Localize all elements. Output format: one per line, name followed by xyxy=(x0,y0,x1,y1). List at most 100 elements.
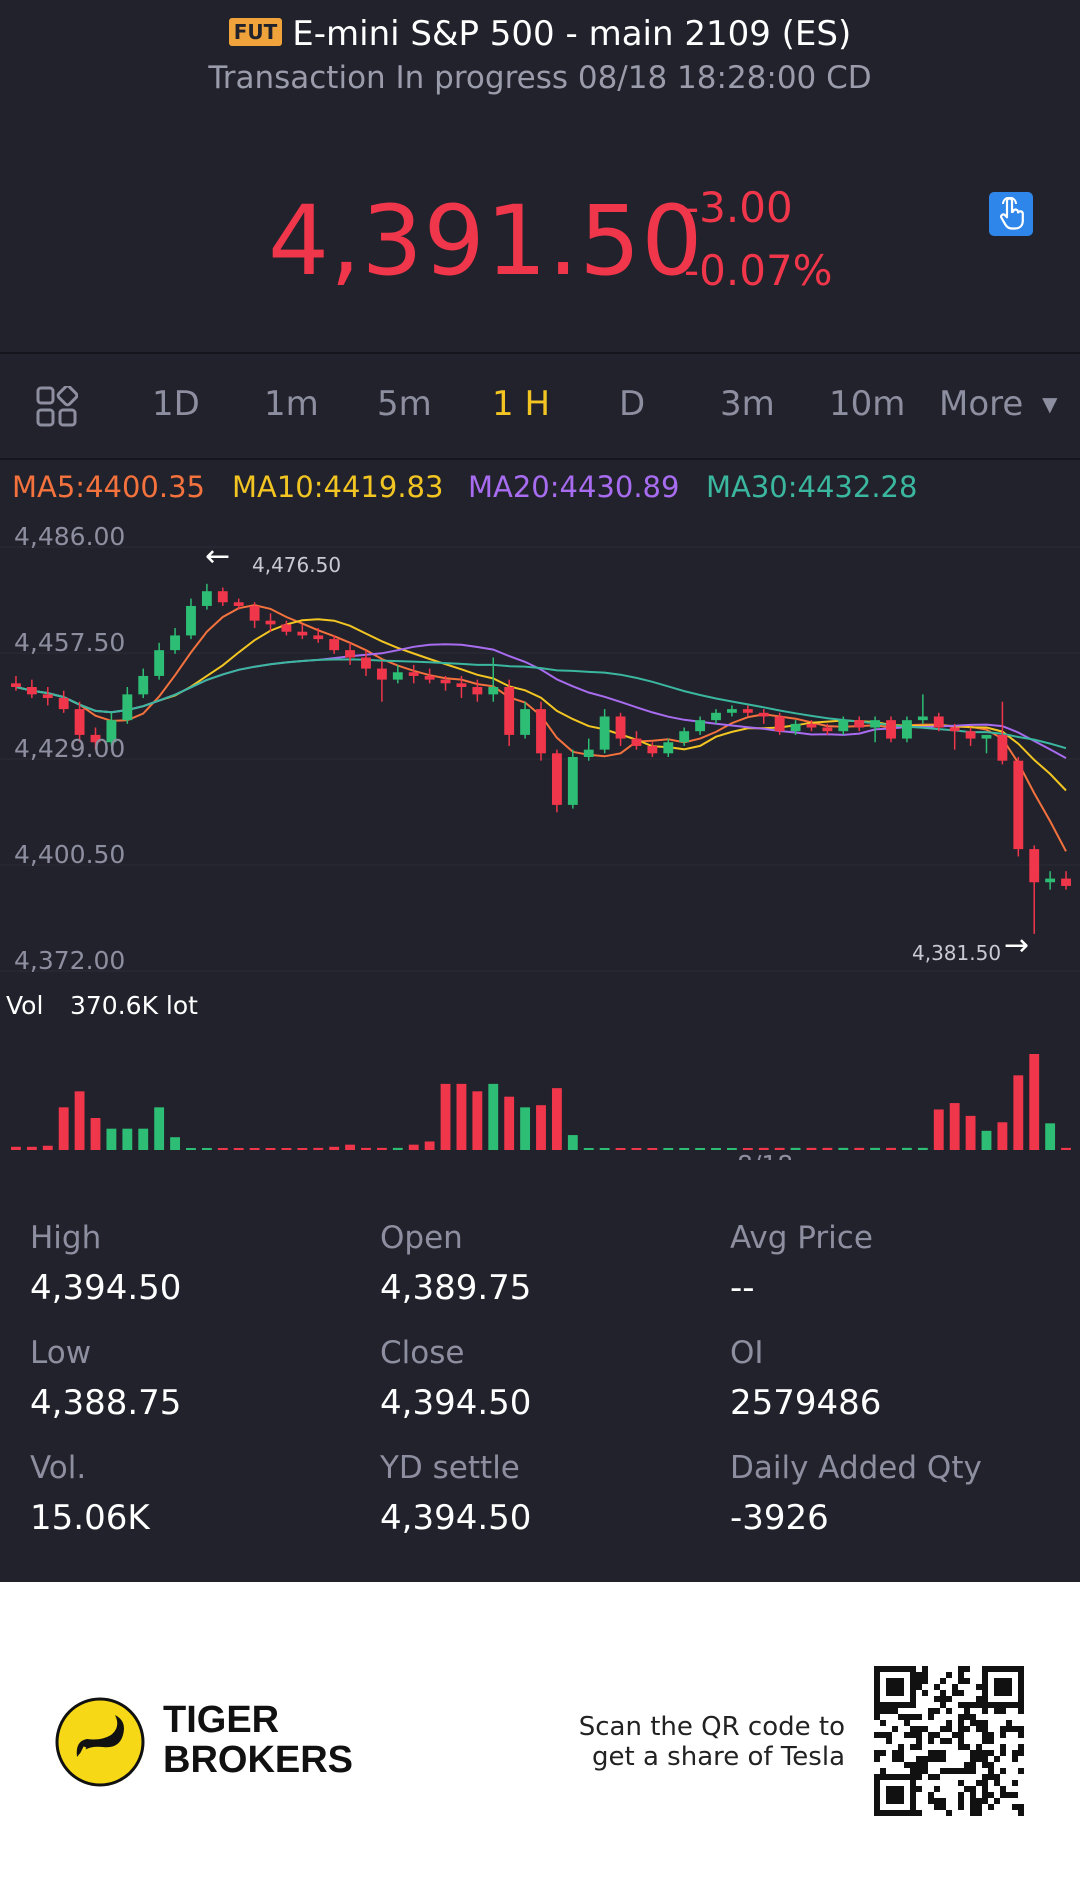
qr-module xyxy=(994,1774,1000,1780)
candle-body xyxy=(58,698,69,710)
qr-module xyxy=(892,1792,898,1798)
qr-module xyxy=(1018,1732,1024,1738)
candle-body xyxy=(376,668,387,680)
qr-module xyxy=(982,1750,988,1756)
tab-more[interactable]: More ▼ xyxy=(939,384,1058,424)
qr-module xyxy=(976,1720,982,1726)
qr-module xyxy=(988,1762,994,1768)
qr-module xyxy=(892,1810,898,1816)
volume-bar xyxy=(615,1148,626,1150)
qr-module xyxy=(982,1726,988,1732)
qr-module xyxy=(880,1720,886,1726)
tab-5m[interactable]: 5m xyxy=(377,384,432,424)
qr-module xyxy=(970,1756,976,1762)
volume-bar xyxy=(392,1147,403,1150)
qr-module xyxy=(910,1804,916,1810)
stat-label: Avg Price xyxy=(730,1220,873,1256)
qr-module xyxy=(988,1804,994,1810)
volume-bar xyxy=(567,1135,578,1150)
volume-bar xyxy=(902,1147,912,1150)
candle-body xyxy=(297,631,308,636)
tab-1m[interactable]: 1m xyxy=(264,384,319,424)
qr-module xyxy=(964,1714,970,1720)
volume-bar xyxy=(981,1130,992,1150)
volume-bar xyxy=(488,1083,499,1150)
chart-layout-icon[interactable] xyxy=(36,386,78,428)
qr-module xyxy=(910,1768,916,1774)
qr-module xyxy=(910,1762,916,1768)
qr-module xyxy=(910,1780,916,1786)
qr-module xyxy=(976,1798,982,1804)
candle-body xyxy=(313,635,324,640)
qr-module xyxy=(940,1696,946,1702)
qr-module xyxy=(874,1702,880,1708)
volume-bar xyxy=(679,1148,690,1150)
qr-module xyxy=(970,1792,976,1798)
qr-module xyxy=(916,1810,922,1816)
volume-bar xyxy=(917,1147,928,1150)
qr-module xyxy=(928,1708,934,1714)
candle-body xyxy=(758,712,769,717)
candle-body xyxy=(933,716,944,728)
qr-module xyxy=(1018,1726,1024,1732)
last-price: 4,391.50 xyxy=(268,185,704,297)
tab-10m[interactable]: 10m xyxy=(829,384,906,424)
qr-module xyxy=(982,1678,988,1684)
qr-module xyxy=(946,1696,952,1702)
volume-bar xyxy=(424,1141,435,1150)
qr-module xyxy=(982,1696,988,1702)
tab-d[interactable]: D xyxy=(619,384,646,424)
qr-module xyxy=(1012,1750,1018,1756)
qr-module xyxy=(874,1690,880,1696)
candle-body xyxy=(42,694,53,699)
qr-module xyxy=(958,1720,964,1726)
stat-value: 4,394.50 xyxy=(30,1268,182,1308)
qr-module xyxy=(970,1750,976,1756)
qr-module xyxy=(994,1690,1000,1696)
volume-bar xyxy=(742,1148,753,1150)
volume-bar xyxy=(949,1103,960,1150)
qr-module xyxy=(898,1750,904,1756)
candle-body xyxy=(902,720,912,739)
qr-module xyxy=(958,1738,964,1744)
qr-module xyxy=(976,1684,982,1690)
candlestick-chart[interactable]: 4,486.00 4,457.50 4,429.00 4,400.50 4,37… xyxy=(0,520,1080,1160)
stat-value: 4,394.50 xyxy=(380,1383,532,1423)
tab-1h[interactable]: 1 H xyxy=(492,384,551,424)
tap-mode-button[interactable] xyxy=(989,192,1033,236)
qr-module xyxy=(874,1732,880,1738)
qr-module xyxy=(958,1732,964,1738)
qr-module xyxy=(958,1690,964,1696)
qr-module xyxy=(1006,1792,1012,1798)
candle-body xyxy=(1029,849,1040,883)
volume-bar xyxy=(26,1146,37,1150)
qr-module xyxy=(1012,1792,1018,1798)
candle-body xyxy=(170,635,180,651)
qr-module xyxy=(1000,1684,1006,1690)
qr-module xyxy=(964,1666,970,1672)
qr-module xyxy=(976,1744,982,1750)
more-label: More xyxy=(939,384,1024,424)
qr-code[interactable] xyxy=(874,1666,1024,1816)
qr-module xyxy=(880,1732,886,1738)
qr-module xyxy=(874,1714,880,1720)
qr-module xyxy=(898,1786,904,1792)
qr-module xyxy=(952,1690,958,1696)
stat-value: 15.06K xyxy=(30,1498,150,1538)
ma5-label: MA5:4400.35 xyxy=(12,470,206,504)
qr-module xyxy=(916,1714,922,1720)
qr-module xyxy=(1012,1666,1018,1672)
qr-module xyxy=(886,1690,892,1696)
qr-module xyxy=(982,1684,988,1690)
qr-module xyxy=(922,1726,928,1732)
candle-body xyxy=(11,683,21,687)
qr-module xyxy=(874,1810,880,1816)
candle-body xyxy=(472,687,483,695)
qr-module xyxy=(964,1786,970,1792)
qr-module xyxy=(886,1684,892,1690)
stat-label: Open xyxy=(380,1220,463,1256)
tab-1d[interactable]: 1D xyxy=(152,384,200,424)
volume-bar xyxy=(281,1148,292,1150)
tab-3m[interactable]: 3m xyxy=(720,384,775,424)
qr-module xyxy=(940,1702,946,1708)
